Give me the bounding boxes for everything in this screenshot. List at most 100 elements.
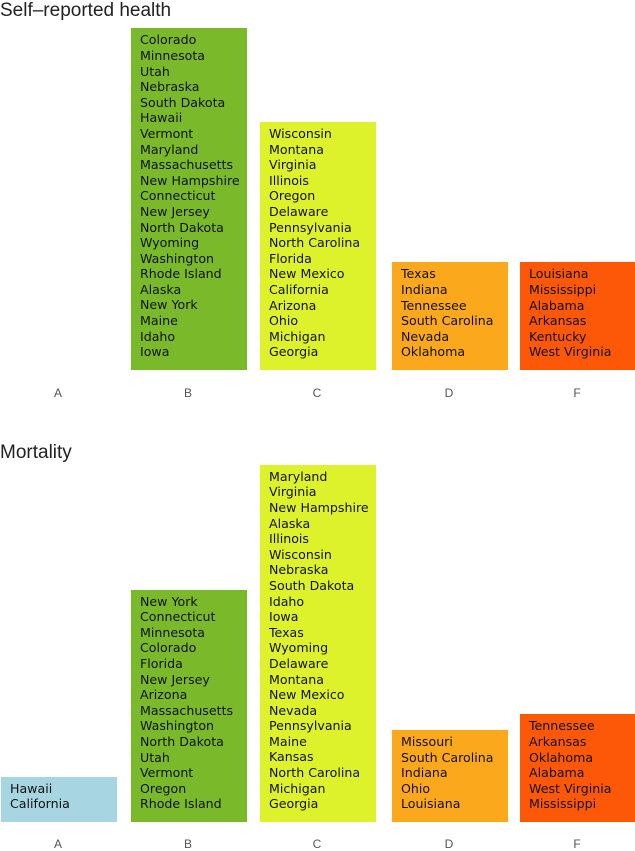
state-label: Iowa <box>269 609 299 625</box>
state-label: Massachusetts <box>140 702 234 718</box>
state-label: Tennessee <box>401 297 467 313</box>
state-label: Missouri <box>401 734 453 749</box>
state-label: Arizona <box>140 687 188 703</box>
state-label: Louisiana <box>529 266 589 282</box>
state-label: South Carolina <box>401 749 494 765</box>
state-label: Vermont <box>140 125 194 141</box>
state-label: Wyoming <box>140 235 200 251</box>
state-label: Georgia <box>269 796 319 812</box>
state-label: New Hampshire <box>140 172 240 188</box>
state-label: Alaska <box>140 281 182 297</box>
bar-b: Colorado Minnesota Utah Nebraska South Dakot… <box>131 28 247 370</box>
state-label: Maine <box>140 313 178 329</box>
state-label: Florida <box>269 250 312 266</box>
chart-title: Mortality <box>0 442 72 463</box>
state-label: Idaho <box>269 593 305 609</box>
state-label: Wisconsin <box>269 126 332 141</box>
state-label: Illinois <box>269 531 309 547</box>
state-label: West Virginia <box>529 344 612 360</box>
state-label: Iowa <box>140 344 170 360</box>
state-label: Alabama <box>529 765 585 781</box>
state-label: Idaho <box>140 328 176 344</box>
state-label: South Carolina <box>401 313 494 329</box>
state-label: Indiana <box>401 281 448 297</box>
state-label: Maryland <box>140 141 199 157</box>
state-label: Arizona <box>269 297 317 313</box>
state-label: South Dakota <box>269 577 355 593</box>
state-label: Tennessee <box>529 718 595 734</box>
state-label: Wyoming <box>269 640 329 656</box>
state-label: Connecticut <box>140 188 216 204</box>
state-label: Ohio <box>269 313 299 329</box>
state-label: Maine <box>269 733 307 749</box>
state-label: Florida <box>140 655 183 671</box>
state-label: Washington <box>140 718 215 734</box>
state-label: Louisiana <box>401 796 461 812</box>
state-label: Oklahoma <box>401 344 466 360</box>
state-label: New Mexico <box>269 266 345 282</box>
state-label: Maryland <box>269 468 328 484</box>
state-label: Virginia <box>269 157 317 173</box>
bar-b: New York Connecticut Minnesota Colorado Flor… <box>131 589 247 822</box>
bar-f: Tennessee Arkansas Oklahoma Alabama West Vir… <box>520 714 635 822</box>
grade-tick-label: A <box>53 837 62 851</box>
state-label: Hawaii <box>140 110 183 126</box>
state-label: Alaska <box>269 515 311 531</box>
state-label: North Carolina <box>269 765 361 781</box>
state-label: Nebraska <box>269 562 329 578</box>
state-label: Alabama <box>529 297 585 313</box>
state-label: Michigan <box>269 328 326 344</box>
grade-tick-label: B <box>183 386 192 400</box>
state-label: New York <box>140 297 198 313</box>
grade-tick-label: C <box>312 386 322 400</box>
state-label: Arkansas <box>529 313 587 329</box>
grade-tick-label: F <box>573 837 581 851</box>
state-label: Ohio <box>401 780 431 796</box>
state-label: North Dakota <box>140 219 224 235</box>
state-label: Delaware <box>269 655 329 671</box>
grade-tick-label: D <box>444 837 454 851</box>
state-label: Minnesota <box>140 624 205 640</box>
state-label: New Jersey <box>140 671 210 687</box>
grade-tick-label: F <box>573 386 581 400</box>
state-label: Delaware <box>269 203 329 219</box>
state-label: Illinois <box>269 172 309 188</box>
state-label: Texas <box>401 266 436 282</box>
bar-c: Maryland Virginia New Hampshire Alaska Illin… <box>260 464 376 822</box>
bar-d: Missouri South Carolina Indiana Ohio Louisia… <box>392 730 508 822</box>
state-label: Wisconsin <box>269 546 332 562</box>
state-label: New Jersey <box>140 203 210 219</box>
state-label: Arkansas <box>529 733 587 749</box>
state-label: California <box>269 281 329 297</box>
bar-d: Texas Indiana Tennessee South Carolina Nevad… <box>392 262 508 370</box>
grade-tick-label: D <box>444 386 454 400</box>
state-label: Texas <box>269 624 304 640</box>
self-reported-health-chart: Self–reported health A Colorado Minnesota U… <box>0 0 635 420</box>
state-label: Oregon <box>269 188 316 204</box>
state-label: Hawaii <box>10 780 53 796</box>
state-label: Pennsylvania <box>269 718 352 734</box>
state-label: New Hampshire <box>269 499 369 515</box>
state-label: California <box>10 796 70 812</box>
state-label: New York <box>140 593 198 609</box>
state-label: Rhode Island <box>140 796 222 812</box>
state-label: Rhode Island <box>140 266 222 282</box>
state-label: North Dakota <box>140 733 224 749</box>
state-label: Kansas <box>269 749 314 765</box>
state-label: Mississippi <box>529 796 597 812</box>
bar-a: Hawaii California <box>1 776 117 822</box>
state-label: Pennsylvania <box>269 219 352 235</box>
grade-tick-label: C <box>312 837 322 851</box>
state-label: Connecticut <box>140 609 216 625</box>
state-label: Virginia <box>269 484 317 500</box>
state-label: Colorado <box>140 32 197 48</box>
state-label: Massachusetts <box>140 157 234 173</box>
state-label: Montana <box>269 141 324 157</box>
state-label: Nevada <box>269 702 318 718</box>
mortality-chart: Mortality Hawaii California A New York Conne… <box>0 440 635 851</box>
state-label: Michigan <box>269 780 326 796</box>
state-label: New Mexico <box>269 687 345 703</box>
state-label: Kentucky <box>529 328 587 344</box>
state-label: Oregon <box>140 780 187 796</box>
state-label: Montana <box>269 671 324 687</box>
